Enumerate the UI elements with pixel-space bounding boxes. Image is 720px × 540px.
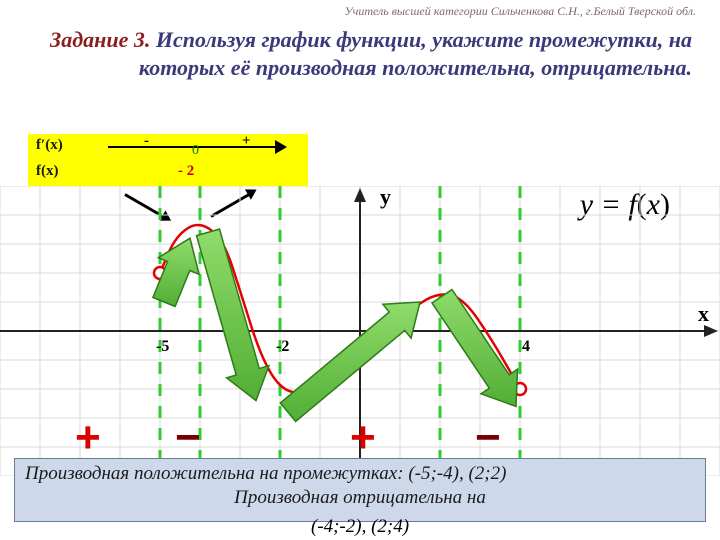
sign-pos: +: [75, 416, 101, 460]
task-body: Используя график функции, укажите промеж…: [139, 27, 692, 80]
row2-label: f(x): [36, 163, 59, 180]
task-text: Задание 3. Используя график функции, ука…: [28, 26, 692, 81]
sign-neg: −: [175, 416, 201, 460]
sign-neg: −: [475, 416, 501, 460]
answer-line2: Производная отрицательна на: [25, 486, 695, 510]
sign-pos: +: [350, 416, 376, 460]
neg2-label: - 2: [178, 163, 194, 180]
answer-box: Производная положительна на промежутках:…: [14, 458, 706, 522]
sign-minus: -: [144, 133, 149, 150]
answer-truncated: (-4;-2), (2;4): [0, 516, 720, 538]
svg-text:4: 4: [522, 338, 530, 355]
svg-text:-5: -5: [156, 338, 169, 355]
sign-plus: +: [242, 133, 251, 150]
sign-axis-arrow: [275, 140, 287, 154]
svg-text:y: y: [380, 186, 391, 209]
row1-label: f′(x): [36, 137, 63, 154]
task-number: Задание 3.: [50, 27, 150, 52]
sign-row: + − + −: [30, 416, 570, 460]
credit-line: Учитель высшей категории Сильченкова С.Н…: [345, 4, 696, 19]
sign-zero: 0: [192, 143, 199, 159]
svg-text:-2: -2: [276, 338, 289, 355]
answer-line1: Производная положительна на промежутках:…: [25, 463, 506, 484]
svg-text:x: x: [698, 301, 709, 326]
derivative-sign-table: f′(x) - + 0 f(x) - 2: [28, 134, 308, 186]
